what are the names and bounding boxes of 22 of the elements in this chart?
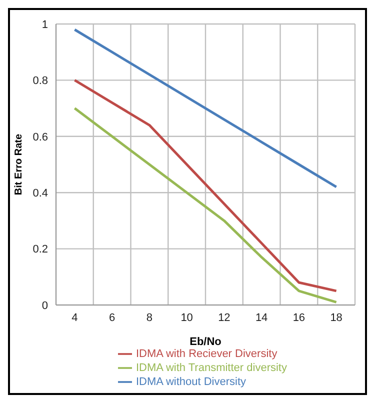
x-axis-title: Eb/No <box>190 336 222 348</box>
x-tick-label: 14 <box>255 312 268 324</box>
x-tick-label: 18 <box>330 312 342 324</box>
x-tick-label: 10 <box>180 312 193 324</box>
x-tick-label: 4 <box>72 312 78 324</box>
line-series <box>73 28 338 188</box>
y-tick-label: 0.2 <box>32 244 48 256</box>
x-tick-label: 16 <box>292 312 306 324</box>
line-series <box>73 78 338 292</box>
y-tick-label: 0.8 <box>32 75 48 88</box>
x-tick-label: 12 <box>218 312 230 324</box>
legend-label: IDMA with Transmitter diversity <box>136 362 287 374</box>
y-tick-label: 0.6 <box>32 131 48 144</box>
line-series <box>73 107 338 304</box>
y-tick-label: 1 <box>42 18 48 31</box>
y-tick-label: 0 <box>42 300 48 312</box>
y-tick-label: 0.4 <box>32 188 48 200</box>
legend-label: IDMA without Diversity <box>136 376 246 388</box>
x-tick-label: 8 <box>146 312 152 324</box>
x-tick-label: 6 <box>109 312 116 324</box>
legend-label: IDMA with Reciever Diversity <box>136 348 278 360</box>
y-axis-title: Bit Erro Rate <box>14 134 25 196</box>
